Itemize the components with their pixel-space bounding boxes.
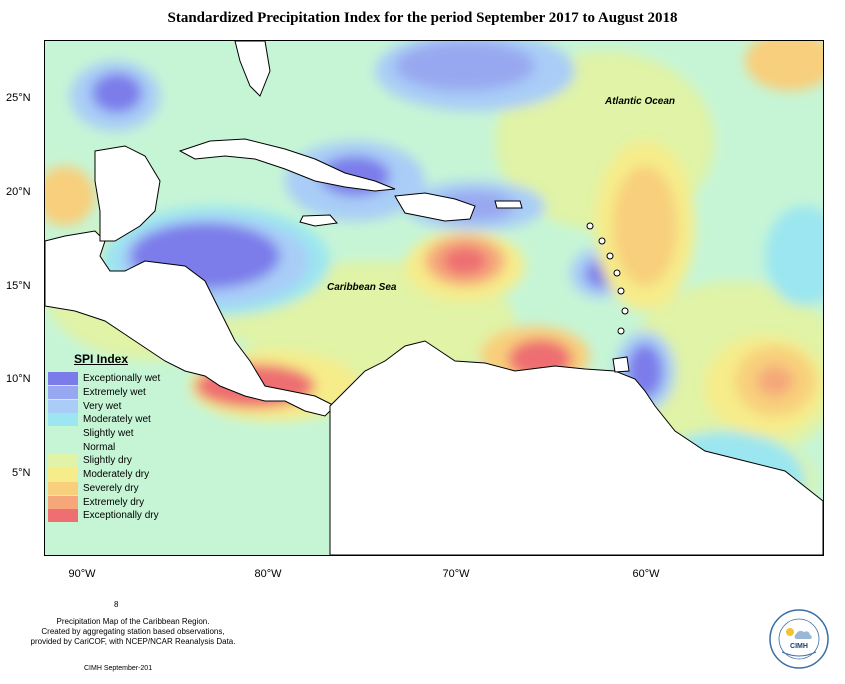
footer-line-3: provided by CariCOF, with NCEP/NCAR Rean… [30,637,236,646]
lon-tick-60w: 60°W [632,568,660,580]
legend-swatch [48,509,78,523]
lat-tick-5n: 5°N [12,467,31,479]
cimh-logo: CIMH [768,608,830,670]
spi-legend: SPI Index Exceptionally wet Extremely wet… [48,352,198,523]
legend-item: Moderately wet [48,413,198,427]
legend-label: Normal [83,441,116,453]
map-title: Standardized Precipitation Index for the… [167,10,678,26]
legend-swatch [48,481,78,495]
lat-tick-25n: 25°N [6,92,31,104]
legend-label: Slightly dry [83,455,132,467]
map-footer: Precipitation Map of the Caribbean Regio… [18,617,248,647]
legend-label: Moderately wet [83,414,151,426]
lat-tick-10n: 10°N [6,373,31,385]
atlantic-ocean-label: Atlantic Ocean [604,96,675,107]
legend-item: Extremely wet [48,386,198,400]
legend-title: SPI Index [74,352,129,366]
legend-item: Severely dry [48,481,198,496]
legend-item: Very wet [48,399,198,413]
legend-label: Exceptionally dry [83,510,159,522]
footer-line-2: Created by aggregating station based obs… [41,627,225,636]
legend-swatch [48,427,78,441]
legend-label: Exceptionally wet [83,373,161,385]
legend-swatch [48,386,78,400]
caribbean-sea-label: Caribbean Sea [327,282,397,293]
footer-marker: 8 [114,600,119,609]
landmass [45,41,823,555]
legend-swatch [48,454,78,468]
legend-label: Extremely wet [83,387,146,399]
legend-swatch [48,495,78,509]
lon-tick-70w: 70°W [442,568,470,580]
credit-text: CIMH September-201 [84,665,153,672]
legend-label: Slightly wet [83,428,134,440]
lon-tick-90w: 90°W [68,568,96,580]
legend-swatch [48,399,78,413]
legend-item: Exceptionally dry [48,509,198,523]
legend-item: Slightly wet [48,427,198,441]
lon-tick-80w: 80°W [254,568,282,580]
spi-map: Atlantic Ocean Caribbean Sea [44,40,824,556]
legend-item: Moderately dry [48,468,198,482]
legend-swatch [48,413,78,427]
logo-text: CIMH [790,643,808,650]
legend-item: Exceptionally wet [48,372,198,386]
legend-label: Extremely dry [83,496,145,508]
legend-item: Slightly dry [48,454,198,468]
legend-item: Extremely dry [48,495,198,509]
legend-swatch [48,372,78,386]
lat-tick-20n: 20°N [6,186,31,198]
legend-label: Moderately dry [83,469,150,481]
legend-label: Very wet [83,400,122,412]
legend-item: Normal [48,440,198,454]
lat-tick-15n: 15°N [6,280,31,292]
legend-label: Severely dry [83,482,139,494]
footer-line-1: Precipitation Map of the Caribbean Regio… [56,617,210,626]
lesser-antilles [586,222,629,335]
legend-swatch [48,468,78,482]
legend-swatch [48,441,78,454]
